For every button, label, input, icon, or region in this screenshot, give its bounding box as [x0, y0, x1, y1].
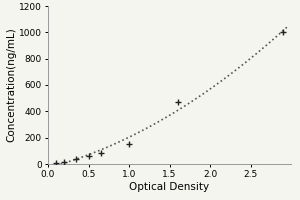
X-axis label: Optical Density: Optical Density: [129, 182, 210, 192]
Y-axis label: Concentration(ng/mL): Concentration(ng/mL): [6, 28, 16, 142]
